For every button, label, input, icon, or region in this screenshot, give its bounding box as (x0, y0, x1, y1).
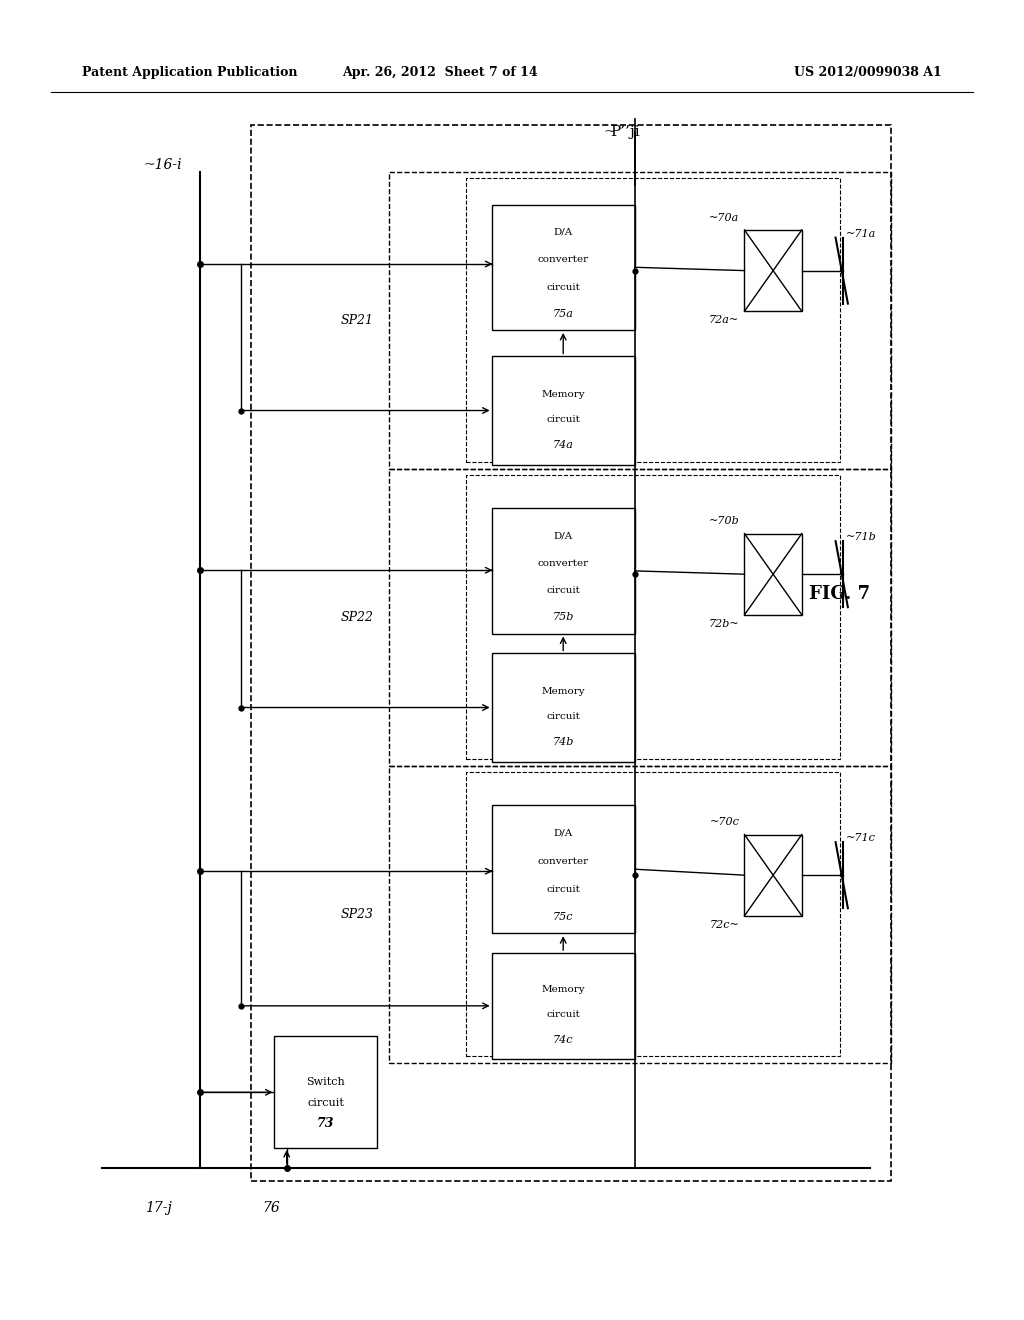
Text: D/A: D/A (554, 531, 572, 540)
Text: circuit: circuit (546, 886, 581, 894)
Text: converter: converter (538, 255, 589, 264)
Text: 73: 73 (316, 1118, 335, 1130)
Text: circuit: circuit (546, 282, 581, 292)
Text: ~70c: ~70c (710, 817, 739, 828)
Text: 76: 76 (262, 1201, 281, 1216)
Text: FIG. 7: FIG. 7 (809, 585, 870, 603)
Text: US 2012/0099038 A1: US 2012/0099038 A1 (795, 66, 942, 79)
Text: ~71a: ~71a (846, 228, 877, 239)
Text: SP22: SP22 (341, 611, 374, 623)
Bar (744, 533, 802, 615)
Bar (744, 834, 802, 916)
Text: D/A: D/A (554, 227, 572, 236)
Text: Switch: Switch (306, 1077, 345, 1086)
Text: Memory: Memory (542, 986, 585, 994)
Bar (492, 953, 635, 1059)
Text: circuit: circuit (546, 586, 581, 595)
Text: ~71c: ~71c (846, 833, 876, 843)
Bar (389, 469, 891, 766)
Text: ~71b: ~71b (846, 532, 877, 543)
Text: Apr. 26, 2012  Sheet 7 of 14: Apr. 26, 2012 Sheet 7 of 14 (342, 66, 539, 79)
Bar (492, 508, 635, 634)
Text: converter: converter (538, 558, 589, 568)
Text: Memory: Memory (542, 686, 585, 696)
Text: 74a: 74a (553, 440, 573, 450)
Text: circuit: circuit (546, 711, 581, 721)
Text: circuit: circuit (307, 1098, 344, 1107)
Text: converter: converter (538, 857, 589, 866)
Text: ~: ~ (603, 125, 615, 139)
Bar (389, 766, 891, 1063)
Text: 72c~: 72c~ (710, 920, 739, 929)
Text: P’’ji: P’’ji (610, 125, 639, 139)
Bar (466, 475, 840, 759)
Text: 72a~: 72a~ (709, 315, 739, 325)
Bar (492, 205, 635, 330)
Text: D/A: D/A (554, 829, 572, 838)
Bar (492, 653, 635, 762)
Text: 74b: 74b (553, 737, 573, 747)
Bar (492, 356, 635, 465)
Text: 75c: 75c (553, 912, 573, 921)
Text: SP23: SP23 (341, 908, 374, 920)
Text: 75a: 75a (553, 309, 573, 318)
Bar (274, 1036, 377, 1148)
Bar (251, 125, 891, 1181)
Text: ~70a: ~70a (709, 213, 739, 223)
Bar (492, 805, 635, 933)
Bar (466, 178, 840, 462)
Text: Memory: Memory (542, 389, 585, 399)
Text: 74c: 74c (553, 1035, 573, 1044)
Text: 17-j: 17-j (145, 1201, 172, 1216)
Text: ~70b: ~70b (709, 516, 739, 527)
Bar (389, 172, 891, 469)
Text: ~16-i: ~16-i (143, 157, 182, 172)
Text: SP21: SP21 (341, 314, 374, 326)
Bar (466, 772, 840, 1056)
Text: 75b: 75b (553, 612, 573, 622)
Text: 72b~: 72b~ (709, 619, 739, 628)
Text: Patent Application Publication: Patent Application Publication (82, 66, 297, 79)
Text: circuit: circuit (546, 1010, 581, 1019)
Bar (744, 230, 802, 312)
Text: circuit: circuit (546, 414, 581, 424)
